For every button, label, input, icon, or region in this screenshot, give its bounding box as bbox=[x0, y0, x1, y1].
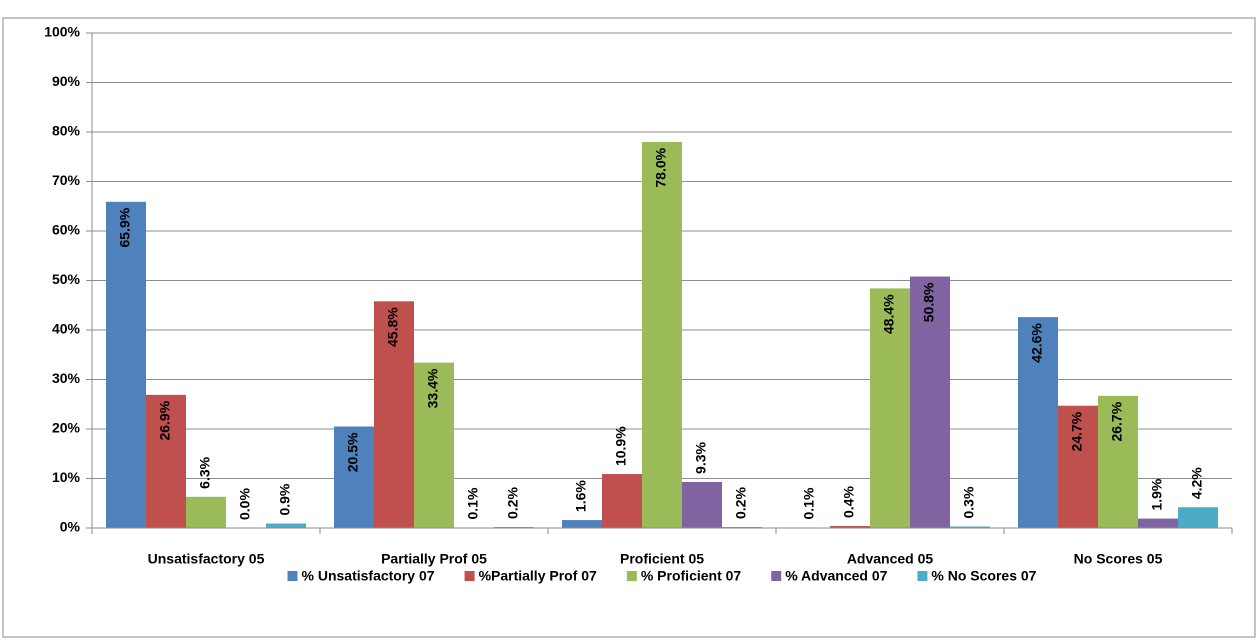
bar bbox=[106, 201, 146, 529]
data-label: 45.8% bbox=[385, 307, 401, 347]
x-tick-label: Partially Prof 05 bbox=[381, 551, 487, 567]
legend-swatch bbox=[917, 571, 928, 581]
data-label: 65.9% bbox=[117, 207, 133, 247]
bar bbox=[414, 362, 454, 528]
y-tick-label: 50% bbox=[52, 271, 81, 287]
data-label: 1.6% bbox=[573, 480, 589, 512]
data-label: 20.5% bbox=[345, 432, 361, 472]
legend-label: % Unsatisfactory 07 bbox=[302, 568, 435, 584]
y-tick-label: 10% bbox=[52, 469, 81, 485]
x-tick-label: Unsatisfactory 05 bbox=[148, 551, 265, 567]
y-tick-label: 20% bbox=[52, 420, 81, 436]
data-label: 0.4% bbox=[841, 486, 857, 518]
data-label: 50.8% bbox=[921, 282, 937, 322]
bar bbox=[146, 394, 186, 528]
data-label: 33.4% bbox=[425, 368, 441, 408]
data-label: 0.2% bbox=[505, 487, 521, 519]
bar bbox=[374, 301, 414, 528]
x-tick-label: Advanced 05 bbox=[847, 551, 934, 567]
data-label: 0.3% bbox=[961, 486, 977, 518]
bar bbox=[950, 526, 990, 528]
bar bbox=[642, 141, 682, 528]
data-label: 1.9% bbox=[1149, 478, 1165, 510]
bar bbox=[870, 288, 910, 528]
y-tick-label: 30% bbox=[52, 370, 81, 386]
data-label: 0.9% bbox=[277, 483, 293, 515]
data-label: 48.4% bbox=[881, 294, 897, 334]
bar bbox=[1098, 395, 1138, 528]
x-tick-label: No Scores 05 bbox=[1074, 551, 1163, 567]
y-tick-label: 70% bbox=[52, 172, 81, 188]
bar bbox=[1018, 317, 1058, 528]
bar bbox=[334, 426, 374, 528]
legend-swatch bbox=[626, 571, 637, 581]
bar bbox=[266, 523, 306, 528]
y-tick-label: 60% bbox=[52, 222, 81, 238]
bar bbox=[1138, 518, 1178, 528]
data-label: 0.1% bbox=[801, 487, 817, 519]
data-label: 24.7% bbox=[1069, 411, 1085, 451]
y-tick-label: 0% bbox=[60, 519, 81, 535]
data-label: 4.2% bbox=[1189, 467, 1205, 499]
legend-label: % Advanced 07 bbox=[785, 568, 887, 584]
data-label: 42.6% bbox=[1029, 323, 1045, 363]
x-tick-label: Proficient 05 bbox=[620, 551, 704, 567]
chart-border bbox=[2, 17, 1256, 638]
y-tick-label: 90% bbox=[52, 73, 81, 89]
bar bbox=[1178, 507, 1218, 528]
bar bbox=[1058, 405, 1098, 528]
legend-swatch bbox=[771, 571, 782, 581]
bar bbox=[830, 526, 870, 528]
legend-swatch bbox=[464, 571, 475, 581]
y-tick-label: 80% bbox=[52, 123, 81, 139]
bar bbox=[682, 481, 722, 528]
legend-swatch bbox=[287, 571, 298, 581]
legend-label: % No Scores 07 bbox=[931, 568, 1036, 584]
bar bbox=[562, 520, 602, 528]
data-label: 0.2% bbox=[733, 487, 749, 519]
bar bbox=[602, 474, 642, 528]
legend-label: % Proficient 07 bbox=[641, 568, 742, 584]
legend-label: %Partially Prof 07 bbox=[479, 568, 597, 584]
data-label: 0.1% bbox=[465, 487, 481, 519]
bar bbox=[186, 496, 226, 528]
bar bbox=[910, 276, 950, 528]
data-label: 10.9% bbox=[613, 426, 629, 466]
data-label: 78.0% bbox=[653, 147, 669, 187]
data-label: 26.7% bbox=[1109, 401, 1125, 441]
data-label: 0.0% bbox=[237, 488, 253, 520]
data-label: 26.9% bbox=[157, 400, 173, 440]
data-label: 9.3% bbox=[693, 442, 709, 474]
data-label: 6.3% bbox=[197, 456, 213, 488]
y-tick-label: 100% bbox=[44, 24, 80, 40]
y-tick-label: 40% bbox=[52, 321, 81, 337]
